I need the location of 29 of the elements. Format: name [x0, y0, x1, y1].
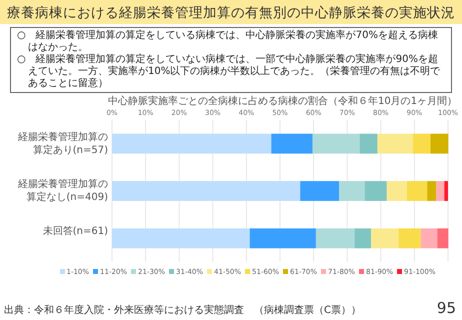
bar: [386, 181, 408, 201]
category: 経腸栄養管理加算の算定なし(n=409): [17, 178, 108, 204]
annotation: 95: [436, 299, 456, 317]
bar: [312, 134, 360, 154]
bar: [371, 228, 399, 248]
bar: [398, 228, 421, 248]
bar: [250, 228, 316, 248]
bar: [300, 181, 340, 201]
bar: [316, 228, 355, 248]
bar: [427, 181, 436, 201]
bar: [407, 181, 428, 201]
bar: [112, 181, 300, 201]
bar: [339, 181, 365, 201]
bar: [430, 134, 448, 154]
subtitle: 中心静脈実施率ごとの全病棟に占める病棟の割合（令和６年10月の1ヶ月間）: [108, 94, 450, 108]
bar: [271, 134, 313, 154]
bar: [112, 228, 250, 248]
bar: [412, 134, 431, 154]
bar: [377, 134, 413, 154]
text: ○ 経腸栄養管理加算の算定をしていない病棟では、一部で中心静脈栄養の実施率が90%を超えていた。一方、実施率が10%以下の病棟が半数以上であった。（栄養管理の有無は不明であることに留意）: [17, 54, 442, 90]
bar: [364, 181, 387, 201]
bar: [354, 228, 372, 248]
bar: [112, 134, 272, 154]
text: ○ 経腸栄養管理加算の算定をしている病棟では、中心静脈栄養の実施率が70%を超える病棟はなかった。: [17, 30, 439, 54]
category: 経腸栄養管理加算の算定あり(n=57): [17, 130, 108, 157]
category: 未回答(n=61): [42, 225, 108, 238]
annotation: 出典：令和６年度入院・外来医療等における実態調査 （病棟調査票（C票））: [4, 304, 361, 317]
title: 療養病棟における経腸栄養管理加算の有無別の中心静脈栄養の実施状況: [6, 4, 456, 22]
bar: [360, 134, 378, 154]
